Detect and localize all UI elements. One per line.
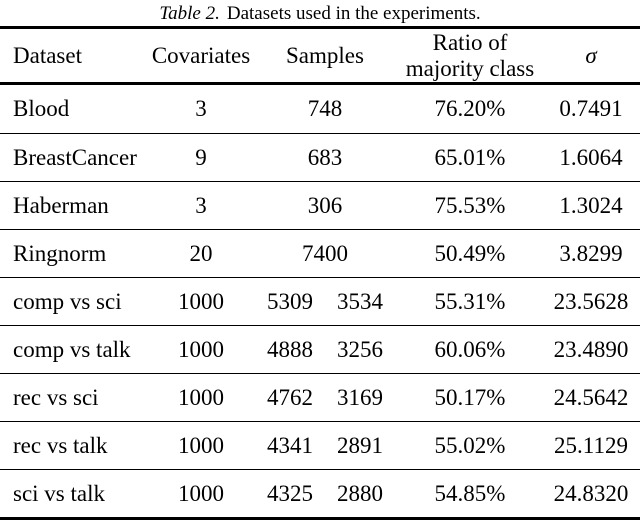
ratio-cell: 55.02%: [434, 432, 506, 458]
covariates-cell: 3: [195, 96, 207, 121]
table-row: Haberman 3 306 75.53% 1.3024: [0, 181, 640, 229]
dataset-cell: BreastCancer: [13, 144, 137, 170]
ratio-cell: 75.53%: [434, 192, 506, 218]
datasets-table: Dataset Covariates Samples Ratio of majo…: [0, 29, 640, 520]
sigma-cell: 24.5642: [553, 384, 629, 410]
column-header-samples: Samples: [286, 42, 364, 68]
samples-value: 3534: [337, 288, 383, 314]
table-row: comp vs sci 1000 5309 3534 55.31% 23.5628: [0, 277, 640, 325]
sigma-cell: 0.7491: [559, 96, 623, 121]
column-header-dataset: Dataset: [13, 42, 82, 68]
dataset-cell: Ringnorm: [13, 240, 107, 266]
sigma-cell: 23.5628: [553, 288, 629, 314]
table-row: Ringnorm 20 7400 50.49% 3.8299: [0, 229, 640, 277]
dataset-cell: Blood: [13, 96, 70, 121]
covariates-cell: 9: [195, 144, 207, 170]
ratio-cell: 76.20%: [434, 96, 506, 121]
samples-value: 4341: [267, 432, 313, 458]
covariates-cell: 3: [195, 192, 207, 218]
dataset-cell: sci vs talk: [13, 480, 105, 506]
dataset-cell: comp vs sci: [13, 288, 122, 314]
samples-value: 4888: [267, 336, 313, 362]
dataset-cell: comp vs talk: [13, 336, 131, 362]
covariates-cell: 1000: [178, 480, 224, 506]
covariates-cell: 20: [189, 240, 213, 266]
samples-value: 2891: [337, 432, 383, 458]
table-row: rec vs sci 1000 4762 3169 50.17% 24.5642: [0, 373, 640, 421]
sigma-cell: 3.8299: [559, 240, 623, 266]
column-header-sigma: σ: [585, 42, 597, 68]
samples-value: 683: [307, 144, 343, 170]
samples-value: 4325: [267, 480, 313, 506]
samples-cell: 306: [252, 193, 398, 219]
samples-cell: 4341 2891: [252, 433, 398, 459]
samples-cell: 7400: [252, 241, 398, 267]
table-row: sci vs talk 1000 4325 2880 54.85% 24.8320: [0, 469, 640, 517]
table-caption-text: Datasets used in the experiments.: [226, 3, 481, 24]
samples-cell: 683: [252, 145, 398, 171]
sigma-cell: 1.6064: [559, 144, 623, 170]
table-body: Blood 3 748 76.20% 0.7491 BreastCancer 9…: [0, 85, 640, 520]
samples-value: 3169: [337, 384, 383, 410]
samples-cell: 4325 2880: [252, 481, 398, 507]
ratio-cell: 54.85%: [434, 480, 506, 506]
ratio-cell: 60.06%: [434, 336, 506, 362]
samples-value: 5309: [267, 288, 313, 314]
samples-value: 7400: [302, 240, 348, 266]
dataset-cell: rec vs talk: [13, 432, 108, 458]
covariates-cell: 1000: [178, 336, 224, 362]
table-row: Blood 3 748 76.20% 0.7491: [0, 85, 640, 133]
table-caption-label: Table 2.: [159, 3, 220, 24]
table-row: rec vs talk 1000 4341 2891 55.02% 25.1129: [0, 421, 640, 469]
sigma-cell: 25.1129: [554, 432, 628, 458]
ratio-cell: 65.01%: [434, 144, 506, 170]
samples-cell: 748: [252, 96, 398, 122]
samples-cell: 5309 3534: [252, 289, 398, 315]
column-header-ratio-of-majority-class: Ratio of majority class: [405, 29, 535, 81]
table-row: comp vs talk 1000 4888 3256 60.06% 23.489…: [0, 325, 640, 373]
covariates-cell: 1000: [178, 432, 224, 458]
samples-value: 3256: [337, 336, 383, 362]
sigma-cell: 23.4890: [553, 336, 629, 362]
column-header-covariates: Covariates: [151, 42, 251, 68]
sigma-cell: 1.3024: [559, 192, 623, 218]
sigma-cell: 24.8320: [553, 480, 629, 506]
covariates-cell: 1000: [178, 384, 224, 410]
table-row: BreastCancer 9 683 65.01% 1.6064: [0, 133, 640, 181]
samples-value: 2880: [337, 480, 383, 506]
table-caption: Table 2. Datasets used in the experiments…: [0, 0, 640, 29]
table-header-row: Dataset Covariates Samples Ratio of majo…: [0, 29, 640, 85]
samples-value: 748: [307, 96, 343, 121]
ratio-cell: 55.31%: [434, 288, 506, 314]
samples-value: 4762: [267, 384, 313, 410]
dataset-cell: Haberman: [13, 192, 109, 218]
ratio-cell: 50.49%: [434, 240, 506, 266]
samples-value: 306: [307, 192, 343, 218]
samples-cell: 4888 3256: [252, 337, 398, 363]
dataset-cell: rec vs sci: [13, 384, 99, 410]
ratio-cell: 50.17%: [434, 384, 506, 410]
samples-cell: 4762 3169: [252, 385, 398, 411]
covariates-cell: 1000: [178, 288, 224, 314]
